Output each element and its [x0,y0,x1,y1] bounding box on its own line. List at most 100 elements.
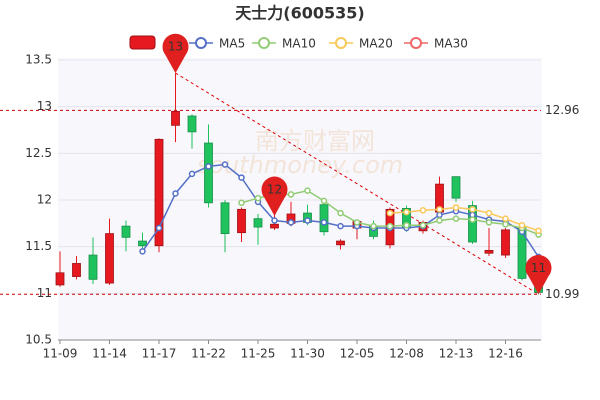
y-tick-label: 12 [37,193,52,207]
pin [525,254,552,295]
ma-point [287,219,295,226]
ma-point [155,224,163,232]
ma-point [370,222,377,230]
ma-point [386,222,394,230]
y-tick-label: 11 [37,286,52,300]
legend-label: MA10 [282,37,316,51]
ma-point [403,221,410,229]
ma-point [271,217,278,224]
candle-body [105,233,114,284]
x-tick-label: 11-09 [43,347,78,361]
candle-body [253,218,263,228]
candle-body [484,249,494,254]
reference-label: 12.96 [545,103,579,117]
ma-point [287,191,295,198]
ma-point [419,221,427,229]
x-tick-label: 12-13 [439,347,474,361]
ma-point [403,208,410,216]
ma-point [304,217,311,224]
candle-body [336,240,345,246]
ma-point [518,221,526,229]
ma-point [436,211,443,219]
ma-point [502,221,509,228]
ma-point [205,163,212,170]
reference-label: 10.99 [545,287,579,301]
legend-marker [410,37,422,49]
ma-point [320,197,328,205]
ma-point [436,206,443,213]
legend-candle [129,35,156,50]
candle-body [451,176,461,199]
candle-body [319,204,329,233]
ma-point [469,206,476,213]
y-tick-label: 10.5 [25,333,52,347]
legend-label: MA5 [219,37,245,51]
ma-point [254,194,262,202]
candle-body [270,223,279,229]
pin-label: 11 [531,261,546,275]
ma-point [452,215,460,222]
ma-point [238,199,245,207]
ma-point [353,219,361,226]
pin [261,176,288,216]
ma-point [337,209,344,217]
ma-point [221,161,229,168]
legend-marker [335,37,347,49]
ma-point [337,222,344,230]
y-tick-label: 13.5 [25,53,52,67]
x-tick-label: 12-08 [389,347,424,361]
pin-label: 12 [267,182,282,196]
legend-marker [258,37,270,49]
ma-point [535,227,542,235]
pin-label: 13 [168,40,183,54]
ma-point [469,216,476,223]
candle-body [237,208,246,234]
ma-point [485,219,493,226]
x-tick-label: 12-05 [340,347,375,361]
candle-body [220,202,230,235]
ma-point [304,187,311,194]
ma-point [419,207,427,214]
x-tick-label: 11-25 [241,347,276,361]
legend-label: MA30 [434,37,468,51]
ma-point [320,219,328,226]
ma-point [436,217,443,224]
x-tick-label: 11-17 [142,347,177,361]
watermark: 南方财富网 [255,127,375,155]
ma-point [172,190,179,197]
ma-point [139,248,146,255]
legend-label: MA20 [359,37,393,51]
x-tick-label: 11-14 [92,347,127,361]
ma-point [452,204,460,211]
pin [162,33,189,74]
y-tick-label: 12.5 [25,146,52,160]
ma-point [188,170,196,178]
y-tick-label: 13 [37,99,52,113]
candle-body [204,142,213,204]
candle-body [121,225,131,238]
candle-body [171,110,180,126]
ma-point [502,215,509,222]
legend-marker [195,37,207,49]
y-tick-label: 11.5 [25,239,52,253]
ma-point [386,209,394,217]
candle-body [55,272,65,286]
x-tick-label: 11-22 [191,347,226,361]
candle-body [138,240,147,247]
ma-point [485,209,493,217]
x-tick-label: 12-16 [488,347,523,361]
ma-line [389,206,539,232]
candle-body [72,263,81,277]
candle-body [187,115,197,133]
x-tick-label: 11-30 [290,347,325,361]
plot-background [58,58,542,340]
watermark-sub: southmoney.com [197,151,403,179]
candle-body [468,205,477,243]
trend-line [175,72,539,295]
candle-body [501,229,510,256]
candle-body [154,138,164,247]
candle-body [88,254,98,280]
ma-point [238,174,245,181]
chart-title: 天士力(600535) [235,4,364,23]
